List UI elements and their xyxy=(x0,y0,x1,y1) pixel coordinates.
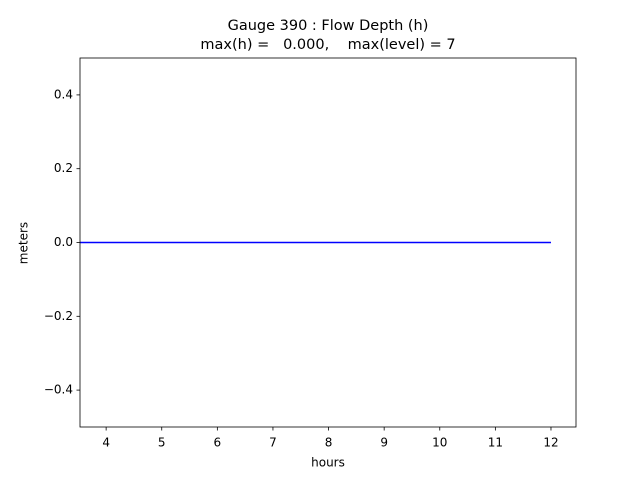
y-tick-label: 0.0 xyxy=(54,235,73,249)
y-tick-label: −0.4 xyxy=(44,383,73,397)
x-tick-label: 10 xyxy=(432,436,447,450)
y-tick-label: −0.2 xyxy=(44,309,73,323)
y-tick-label: 0.2 xyxy=(54,161,73,175)
x-axis-label: hours xyxy=(311,456,345,470)
chart-title: Gauge 390 : Flow Depth (h) xyxy=(228,18,429,34)
x-tick-label: 11 xyxy=(488,436,503,450)
y-axis-label: meters xyxy=(17,222,31,264)
y-tick-label: 0.4 xyxy=(54,87,73,101)
x-tick-label: 12 xyxy=(543,436,558,450)
chart-subtitle: max(h) = 0.000, max(level) = 7 xyxy=(200,37,455,53)
x-tick-label: 4 xyxy=(102,436,110,450)
x-tick-label: 6 xyxy=(214,436,222,450)
x-tick-label: 9 xyxy=(380,436,388,450)
x-tick-label: 8 xyxy=(325,436,333,450)
x-tick-label: 7 xyxy=(269,436,277,450)
x-tick-label: 5 xyxy=(158,436,166,450)
plot-frame xyxy=(79,57,577,428)
